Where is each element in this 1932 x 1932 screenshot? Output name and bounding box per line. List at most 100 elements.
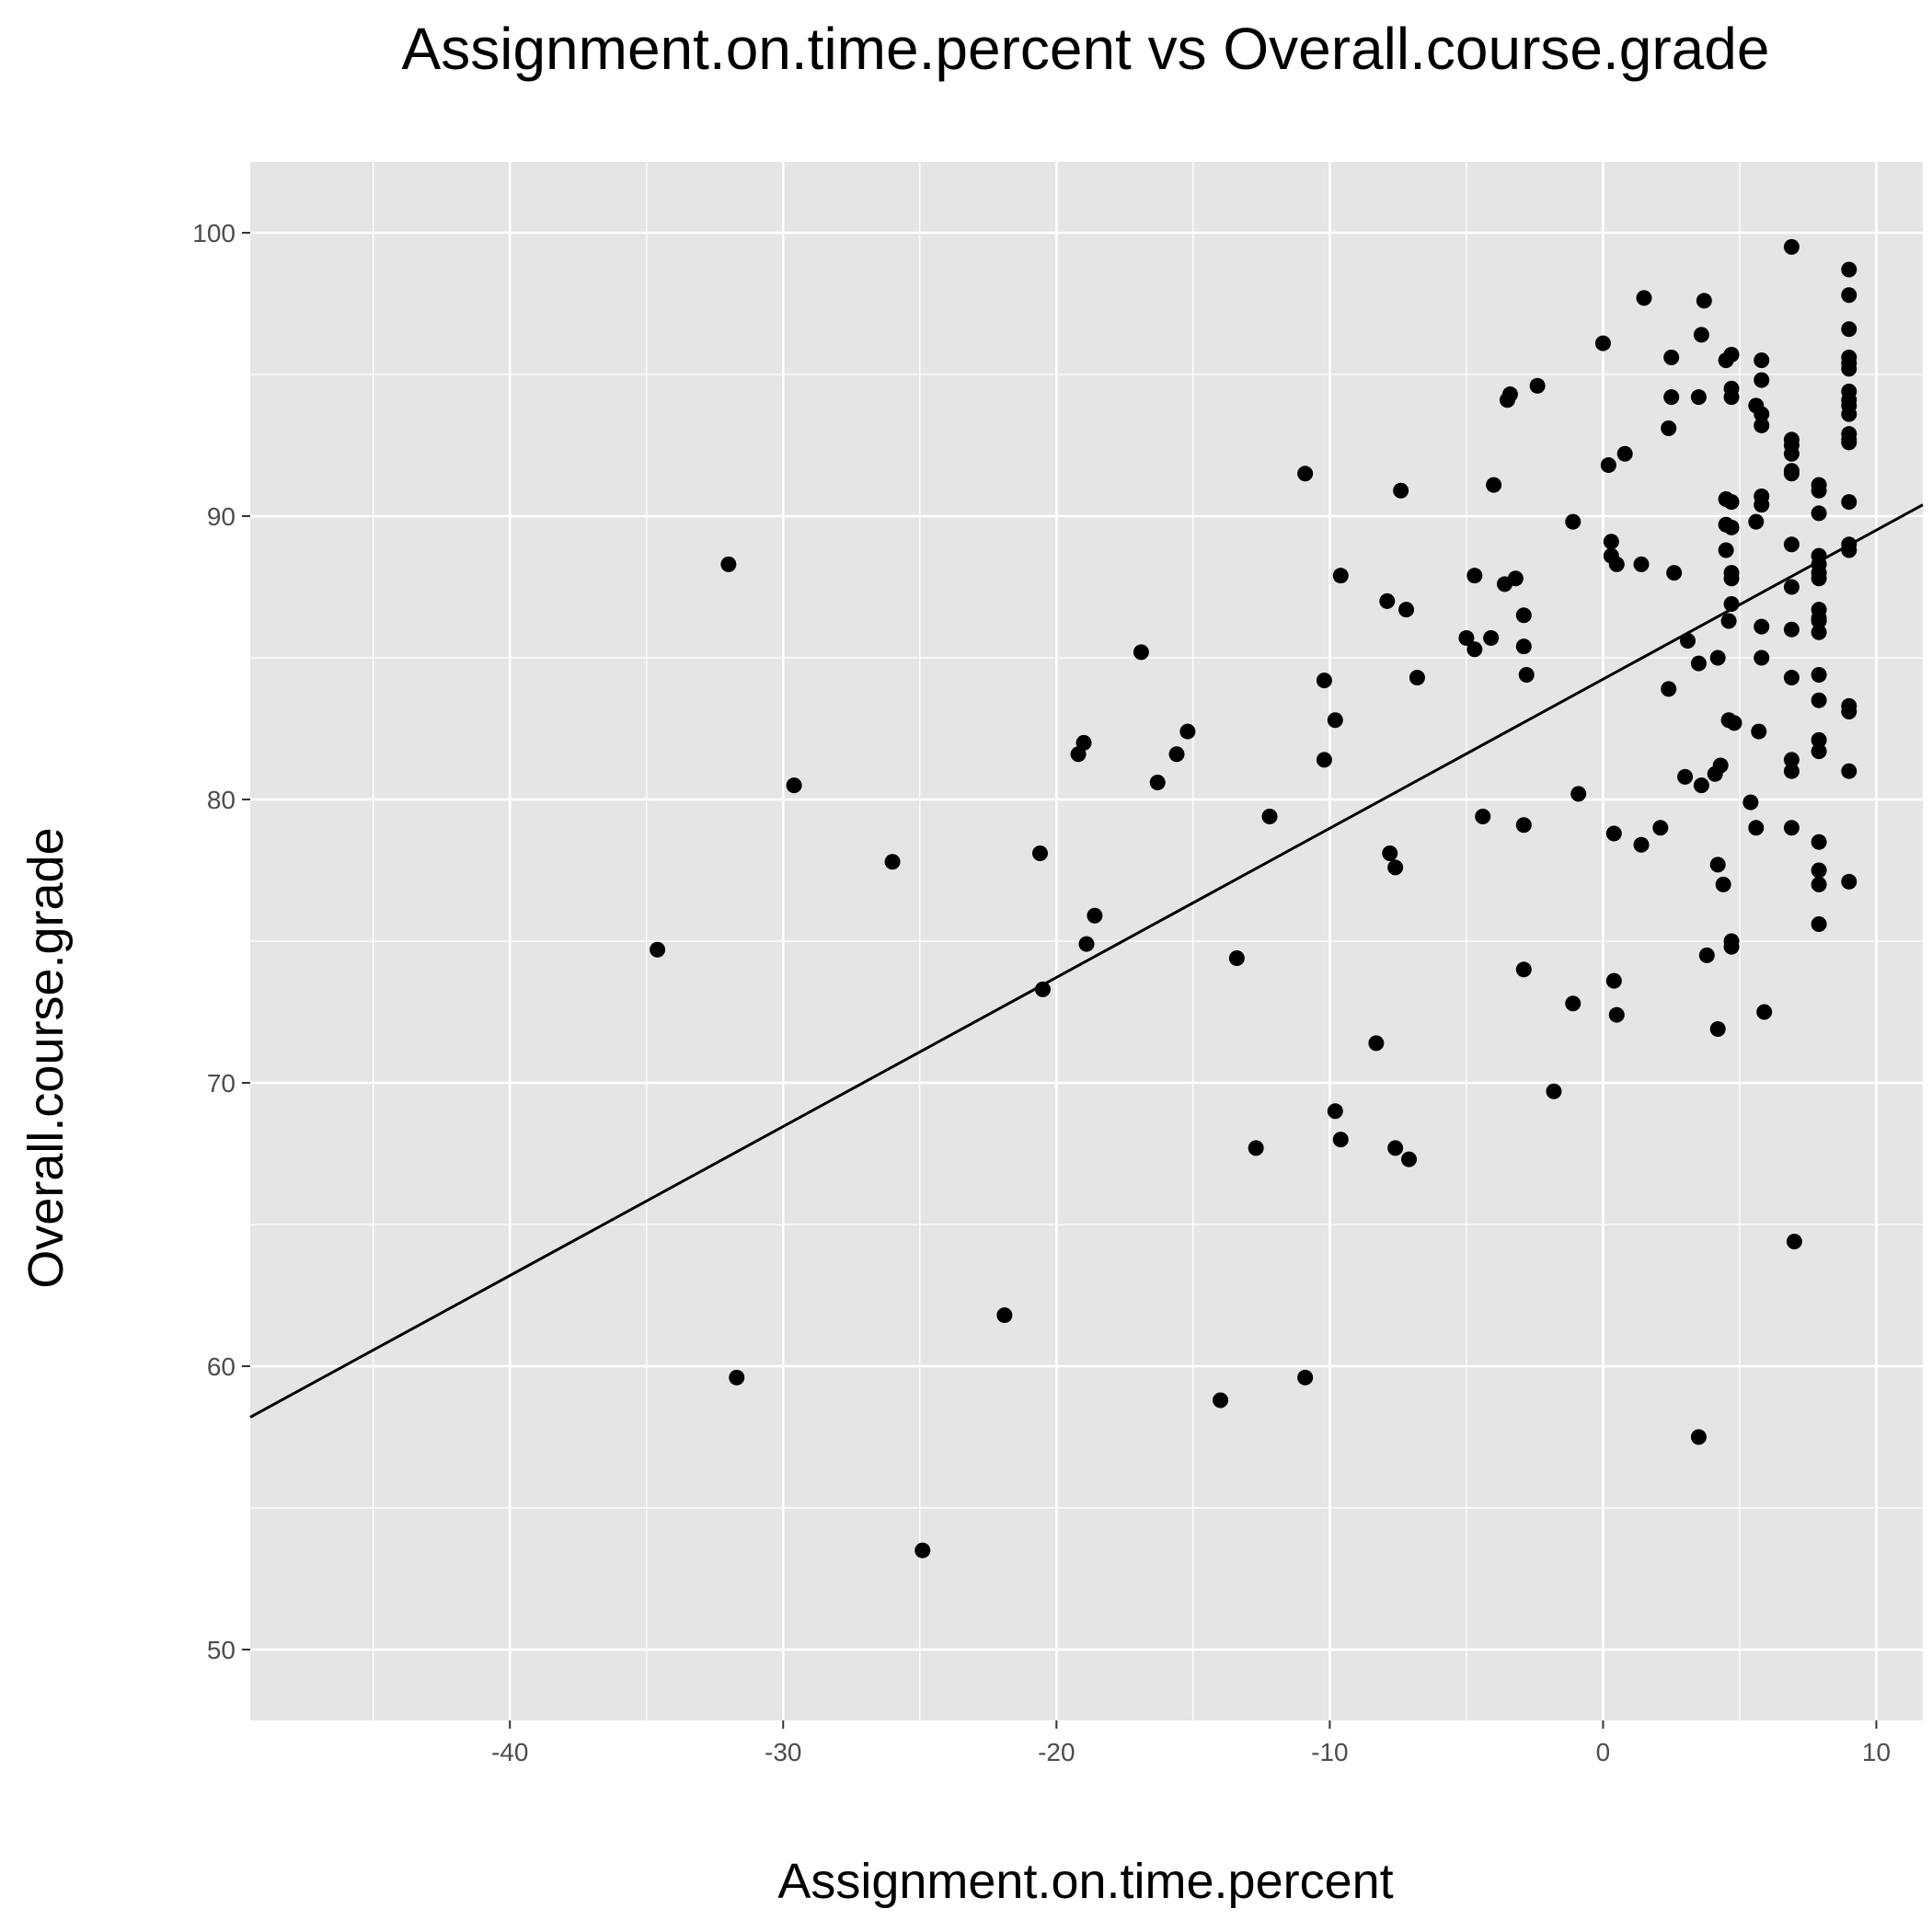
data-point (1841, 361, 1857, 377)
data-point (1811, 731, 1827, 748)
data-point (1841, 494, 1857, 511)
chart-title: Assignment.on.time.percent vs Overall.co… (402, 16, 1770, 82)
data-points (650, 238, 1857, 1558)
data-point (1783, 621, 1800, 638)
data-point (1783, 579, 1800, 595)
data-point (1401, 1151, 1418, 1167)
data-point (1409, 670, 1425, 686)
data-point (1666, 565, 1683, 581)
x-axis-title: Assignment.on.time.percent (777, 1854, 1393, 1909)
data-point (1603, 534, 1619, 550)
data-point (1529, 377, 1546, 394)
data-point (1783, 820, 1800, 836)
data-point (1841, 321, 1857, 338)
data-point (1783, 238, 1800, 255)
data-point (1297, 466, 1314, 482)
x-tick-label: -40 (491, 1738, 528, 1766)
data-point (1723, 938, 1740, 955)
data-point (1332, 568, 1349, 584)
data-point (1742, 794, 1759, 811)
data-point (1518, 666, 1535, 683)
x-tick-label: -30 (765, 1738, 801, 1766)
data-point (1754, 618, 1770, 635)
y-tick-label: 50 (207, 1636, 236, 1664)
data-point (1507, 570, 1524, 587)
data-point (1841, 261, 1857, 278)
data-point (1811, 666, 1827, 683)
data-point (1754, 417, 1770, 433)
data-point (1393, 482, 1409, 499)
data-point (1616, 445, 1633, 462)
x-tick-label: -20 (1038, 1738, 1075, 1766)
data-point (1327, 1103, 1343, 1120)
y-tick-label: 100 (192, 219, 236, 247)
y-axis-title: Overall.course.grade (18, 827, 74, 1288)
data-point (720, 556, 737, 572)
data-point (1633, 556, 1650, 572)
data-point (1608, 556, 1625, 572)
data-point (1726, 715, 1742, 731)
data-point (1261, 808, 1278, 824)
data-point (1680, 633, 1696, 650)
data-point (1515, 817, 1532, 834)
data-point (1179, 723, 1196, 740)
data-point (1486, 477, 1502, 493)
data-point (1811, 916, 1827, 933)
data-point (1633, 836, 1650, 853)
data-point (1379, 592, 1396, 609)
data-point (1133, 644, 1149, 661)
data-point (1213, 1392, 1229, 1409)
data-point (1663, 389, 1680, 406)
data-point (1811, 862, 1827, 879)
data-point (1387, 1140, 1404, 1156)
data-point (1723, 494, 1740, 511)
data-point (1786, 1233, 1802, 1249)
data-point (1748, 513, 1765, 530)
data-point (1677, 768, 1694, 785)
data-point (1690, 1429, 1707, 1445)
data-point (1841, 763, 1857, 779)
data-point (1841, 704, 1857, 720)
data-point (1475, 808, 1491, 824)
data-point (1754, 372, 1770, 388)
data-point (1811, 834, 1827, 850)
data-point (1297, 1369, 1314, 1386)
data-point (1693, 777, 1709, 794)
data-point (1332, 1132, 1349, 1148)
data-point (1515, 607, 1532, 624)
data-point (1723, 389, 1740, 406)
data-point (1663, 350, 1680, 366)
data-point (1483, 629, 1500, 646)
data-point (1228, 949, 1245, 966)
data-point (1652, 820, 1669, 836)
data-point (1565, 513, 1581, 530)
data-point (1783, 763, 1800, 779)
data-point (1078, 936, 1095, 952)
data-point (1783, 670, 1800, 686)
y-tick-label: 80 (207, 786, 236, 814)
x-axis-ticks: -40 -30 -20 -10 0 10 (491, 1720, 1891, 1766)
data-point (729, 1369, 745, 1386)
x-tick-label: -10 (1311, 1738, 1348, 1766)
data-point (1709, 1020, 1726, 1037)
data-point (1783, 445, 1800, 462)
data-point (1690, 655, 1707, 672)
data-point (1811, 692, 1827, 708)
y-tick-label: 70 (207, 1069, 236, 1098)
data-point (1608, 1006, 1625, 1023)
data-point (1754, 497, 1770, 513)
data-point (1841, 406, 1857, 422)
data-point (1316, 752, 1332, 768)
data-point (1783, 752, 1800, 768)
data-point (650, 941, 666, 958)
data-point (1811, 624, 1827, 640)
data-point (1754, 650, 1770, 666)
data-point (1698, 947, 1715, 963)
data-point (1327, 712, 1343, 729)
data-point (1696, 293, 1712, 309)
data-point (1841, 434, 1857, 451)
data-point (1723, 519, 1740, 535)
data-point (1811, 505, 1827, 522)
data-point (1712, 757, 1729, 774)
